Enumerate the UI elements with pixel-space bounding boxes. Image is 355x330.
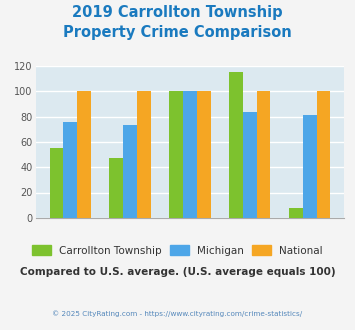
Text: © 2025 CityRating.com - https://www.cityrating.com/crime-statistics/: © 2025 CityRating.com - https://www.city… [53, 310, 302, 317]
Bar [229, 72, 243, 218]
Bar [197, 91, 211, 218]
Bar [243, 112, 257, 218]
Bar [109, 158, 123, 218]
Bar [183, 91, 197, 218]
Text: Compared to U.S. average. (U.S. average equals 100): Compared to U.S. average. (U.S. average … [20, 267, 335, 277]
Bar [77, 91, 91, 218]
Bar [137, 91, 151, 218]
Bar [289, 208, 303, 218]
Bar [63, 122, 77, 218]
Bar [50, 148, 63, 218]
Text: 2019 Carrollton Township: 2019 Carrollton Township [72, 5, 283, 20]
Bar [257, 91, 271, 218]
Bar [317, 91, 330, 218]
Legend: Carrollton Township, Michigan, National: Carrollton Township, Michigan, National [28, 241, 327, 260]
Bar [169, 91, 183, 218]
Text: Property Crime Comparison: Property Crime Comparison [63, 25, 292, 40]
Bar [123, 125, 137, 218]
Bar [303, 115, 317, 218]
